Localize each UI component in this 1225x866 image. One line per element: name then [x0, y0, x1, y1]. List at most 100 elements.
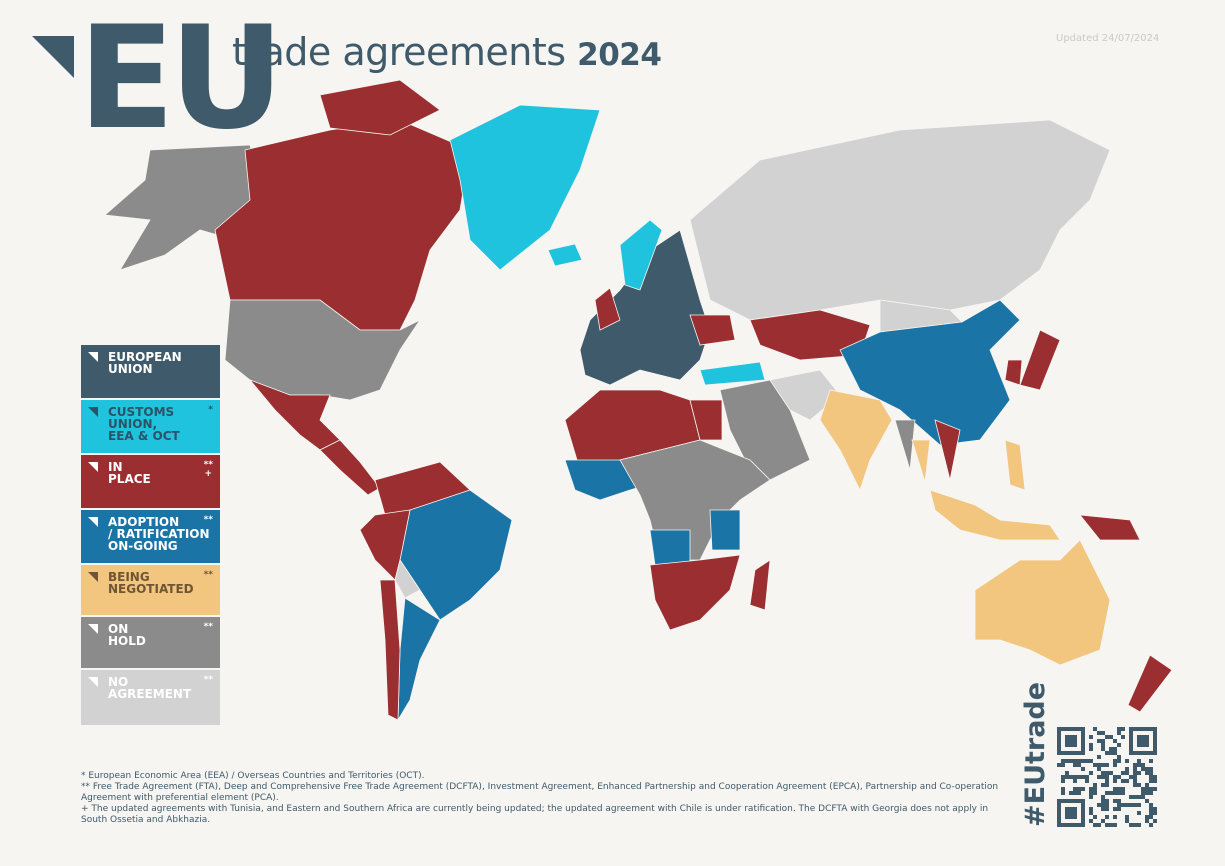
qr-module [1121, 791, 1125, 795]
qr-module [1061, 759, 1065, 763]
qr-module [1121, 727, 1125, 731]
qr-module [1113, 739, 1117, 743]
qr-module [1133, 771, 1137, 775]
qr-module [1129, 795, 1133, 799]
legend-note-mark: * [208, 405, 213, 415]
logo: EU [78, 0, 284, 161]
legend-item: CUSTOMS UNION, EEA & OCT * [81, 400, 220, 453]
qr-module [1061, 791, 1065, 795]
qr-module [1089, 795, 1093, 799]
legend-label: NO [108, 675, 129, 689]
legend-note: * [208, 406, 213, 415]
title-year: 2024 [577, 37, 662, 73]
qr-module [1093, 823, 1097, 827]
qr-module [1121, 779, 1125, 783]
greenland [449, 104, 601, 271]
qr-module [1077, 787, 1081, 791]
iceland [547, 243, 583, 267]
qr-module [1089, 791, 1093, 795]
qr-module [1081, 787, 1085, 791]
papua [1079, 514, 1141, 541]
qr-module [1125, 779, 1129, 783]
qr-module [1117, 727, 1121, 731]
thailand [911, 439, 931, 483]
norway [619, 219, 663, 291]
qr-module [1133, 779, 1137, 783]
legend-label: HOLD [108, 634, 146, 648]
qr-module [1105, 823, 1109, 827]
qr-module [1093, 791, 1097, 795]
qr-module [1097, 763, 1101, 767]
qr-module [1145, 771, 1149, 775]
legend-note: ** [204, 516, 213, 525]
qr-module [1097, 731, 1101, 735]
qr-module [1101, 743, 1105, 747]
qr-module [1081, 759, 1085, 763]
qr-module [1105, 807, 1109, 811]
qr-module [1141, 791, 1145, 795]
qr-module [1077, 791, 1081, 795]
title-text: trade agreements [232, 30, 566, 74]
qr-module [1105, 775, 1109, 779]
qr-module [1113, 763, 1117, 767]
qr-module [1085, 775, 1089, 779]
qr-module [1109, 751, 1113, 755]
legend-marker [88, 677, 98, 687]
uk [594, 287, 621, 331]
turkey [699, 361, 766, 386]
qr-module [1065, 775, 1069, 779]
qr-module [1153, 811, 1157, 815]
qr-module [1137, 795, 1141, 799]
qr-module [1065, 771, 1069, 775]
footnote: + The updated agreements with Tunisia, a… [81, 804, 989, 825]
qr-module [1109, 735, 1113, 739]
qr-module [1113, 775, 1117, 779]
qr-module [1133, 763, 1137, 767]
qr-module [1073, 763, 1077, 767]
legend-label: PLACE [108, 472, 151, 486]
qr-module [1073, 759, 1077, 763]
legend-item: ON HOLD ** [81, 617, 220, 668]
qr-module [1073, 787, 1077, 791]
qr-module [1081, 767, 1085, 771]
qr-module [1069, 791, 1073, 795]
qr-module [1085, 759, 1089, 763]
qr-module [1121, 771, 1125, 775]
qr-module [1101, 775, 1105, 779]
qr-module [1113, 823, 1117, 827]
qr-module [1089, 771, 1093, 775]
central-america [319, 439, 381, 496]
qr-module [1113, 799, 1117, 803]
legend-note-mark: ** [203, 570, 213, 580]
qr-finder-core [1065, 807, 1077, 819]
qr-module [1061, 787, 1065, 791]
legend-note: ** + [204, 461, 213, 479]
qr-module [1133, 795, 1137, 799]
qr-module [1065, 759, 1069, 763]
qr-module [1117, 731, 1121, 735]
chile [379, 579, 401, 721]
qr-module [1145, 767, 1149, 771]
qr-module [1153, 807, 1157, 811]
qr-module [1149, 759, 1153, 763]
qr-module [1145, 787, 1149, 791]
qr-code[interactable] [1057, 727, 1157, 827]
qr-module [1117, 775, 1121, 779]
qr-module [1069, 759, 1073, 763]
qr-module [1089, 743, 1093, 747]
qr-module [1089, 807, 1093, 811]
qr-module [1145, 799, 1149, 803]
qr-module [1101, 799, 1105, 803]
qr-module [1145, 783, 1149, 787]
qr-module [1117, 755, 1121, 759]
qr-module [1105, 799, 1109, 803]
hashtag: #EUtrade [1020, 681, 1051, 827]
legend-item: ADOPTION / RATIFICATION ON-GOING ** [81, 510, 220, 563]
legend-marker [88, 352, 98, 362]
qr-module [1093, 763, 1097, 767]
qr-module [1153, 779, 1157, 783]
argentina [397, 597, 441, 722]
southern-africa [649, 554, 741, 631]
qr-module [1137, 763, 1141, 767]
